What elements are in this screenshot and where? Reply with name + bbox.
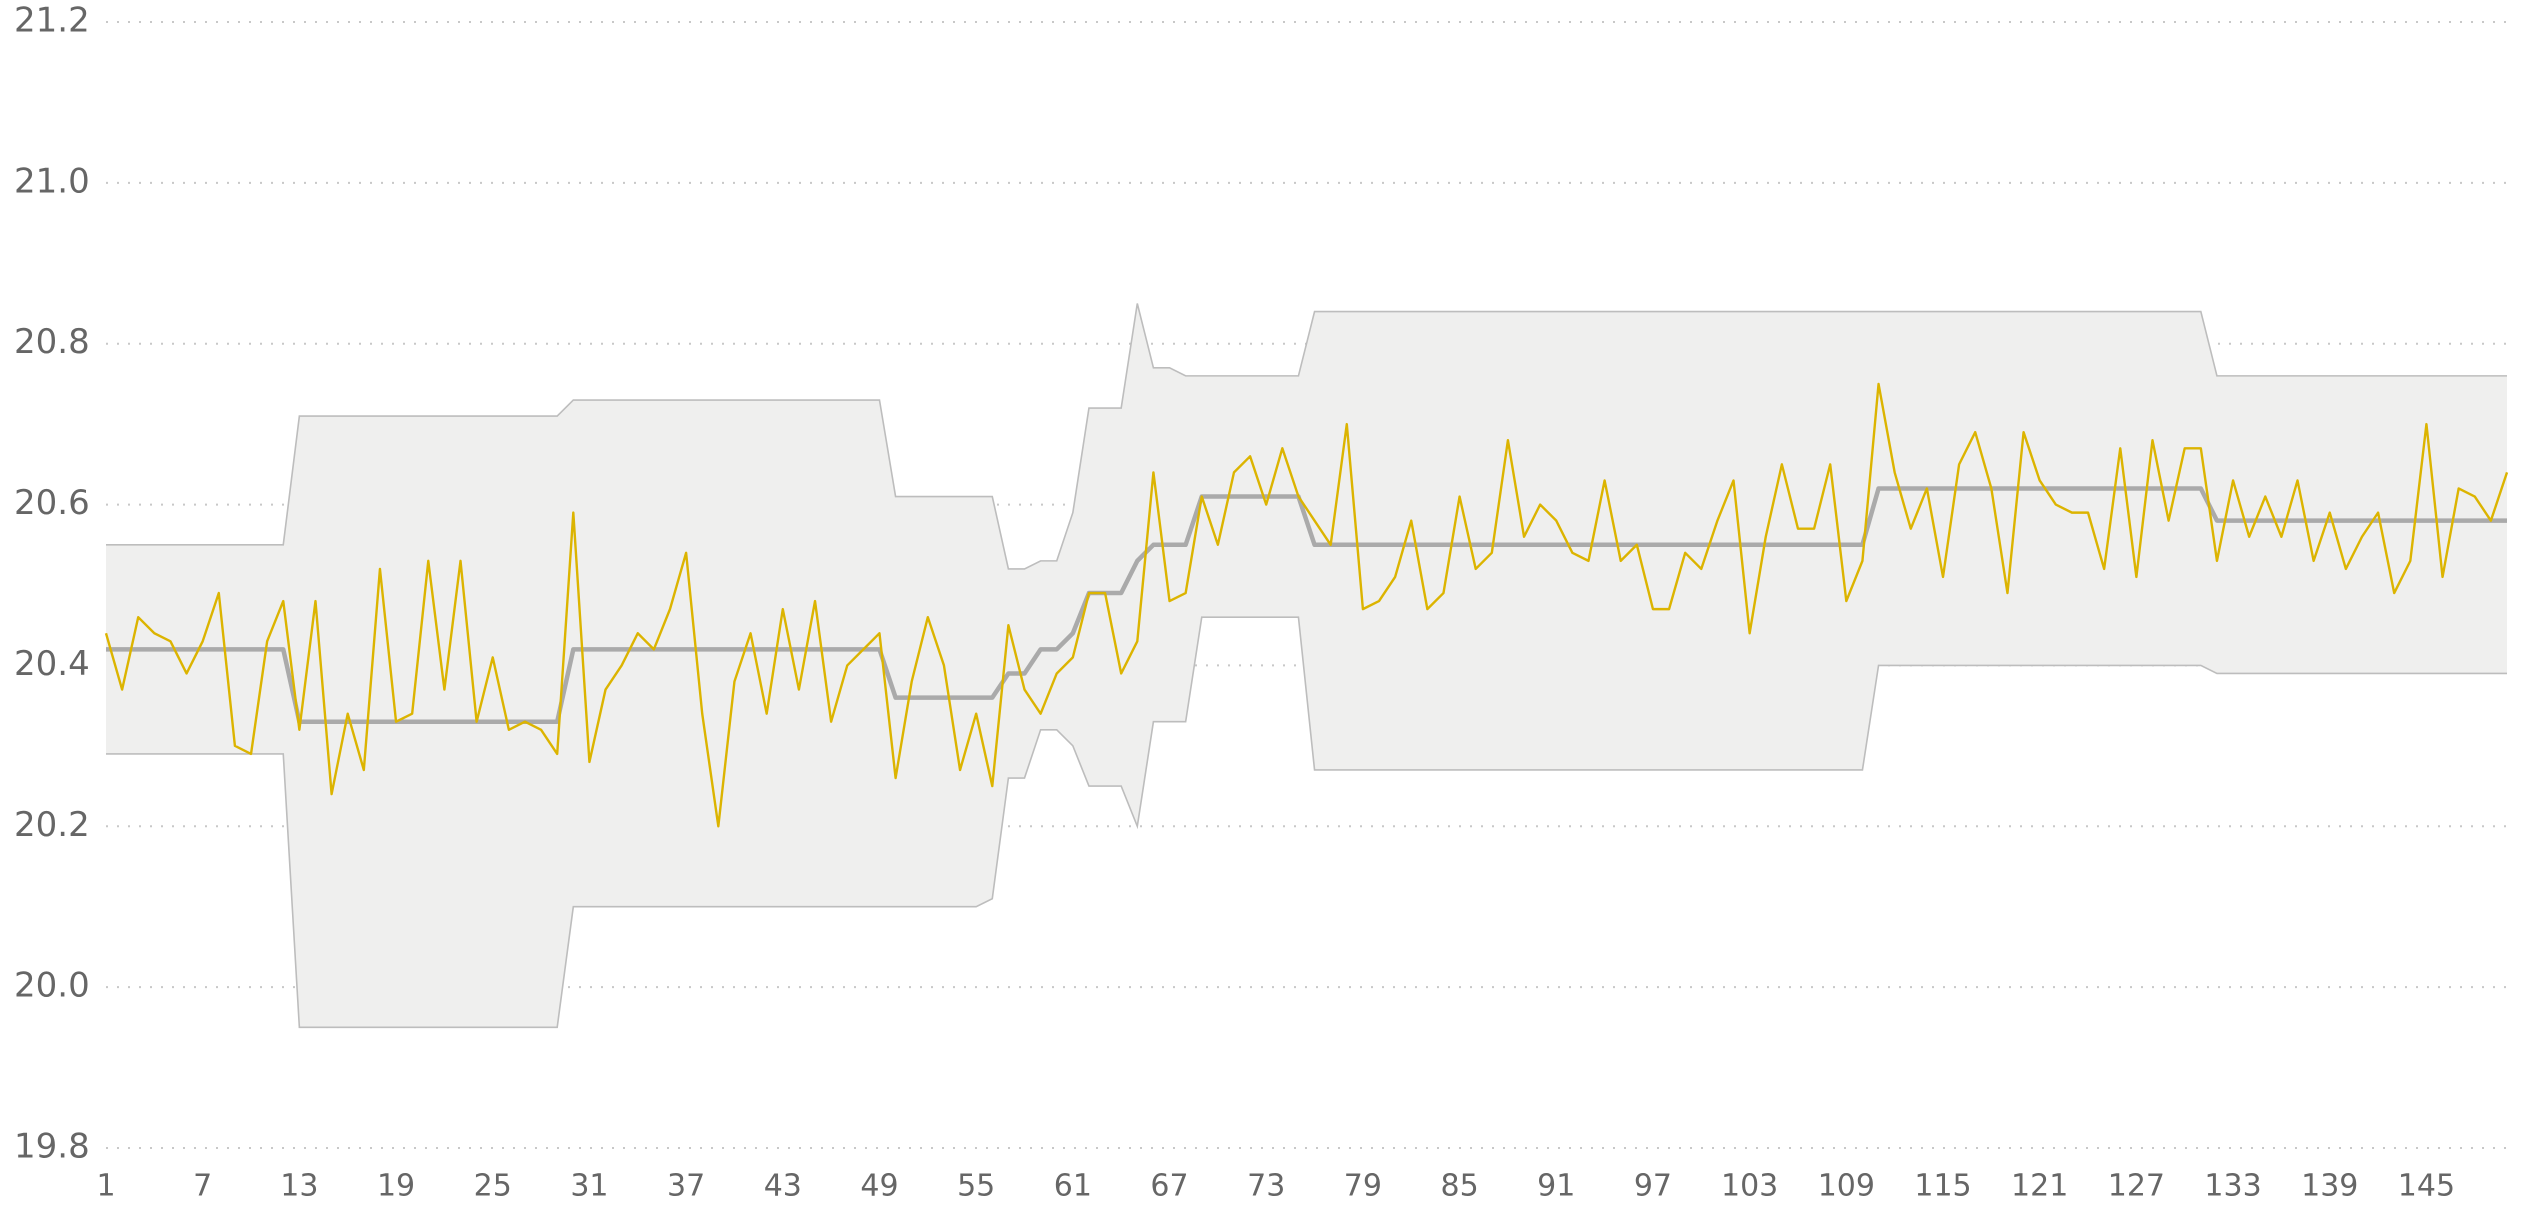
- x-tick-label: 31: [570, 1169, 608, 1204]
- x-tick-label: 73: [1247, 1169, 1285, 1204]
- x-tick-label: 127: [2108, 1169, 2165, 1204]
- y-tick-label: 21.0: [14, 161, 90, 201]
- x-tick-label: 19: [377, 1169, 415, 1204]
- x-tick-label: 109: [1818, 1169, 1875, 1204]
- x-tick-label: 103: [1721, 1169, 1778, 1204]
- x-tick-label: 79: [1344, 1169, 1382, 1204]
- y-tick-label: 20.0: [14, 966, 90, 1006]
- y-tick-label: 21.2: [14, 1, 90, 41]
- x-tick-label: 85: [1440, 1169, 1478, 1204]
- x-tick-label: 37: [667, 1169, 705, 1204]
- x-tick-label: 1: [96, 1169, 115, 1204]
- x-tick-label: 43: [764, 1169, 802, 1204]
- series-line: [104, 382, 2509, 828]
- y-tick-label: 20.4: [14, 644, 90, 684]
- x-tick-label: 133: [2204, 1169, 2261, 1204]
- x-tick-label: 7: [193, 1169, 212, 1204]
- x-tick-label: 49: [860, 1169, 898, 1204]
- x-tick-label: 145: [2398, 1169, 2455, 1204]
- x-tick-label: 61: [1054, 1169, 1092, 1204]
- x-tick-label: 91: [1537, 1169, 1575, 1204]
- y-tick-label: 19.8: [14, 1127, 90, 1167]
- x-tick-label: 67: [1150, 1169, 1188, 1204]
- y-tick-label: 20.6: [14, 483, 90, 523]
- x-tick-label: 115: [1914, 1169, 1971, 1204]
- x-tick-label: 25: [474, 1169, 512, 1204]
- y-tick-label: 20.8: [14, 322, 90, 362]
- x-tick-label: 139: [2301, 1169, 2358, 1204]
- y-tick-label: 20.2: [14, 805, 90, 845]
- x-tick-label: 97: [1634, 1169, 1672, 1204]
- band-area: [106, 303, 2507, 1028]
- band-upper-edge: [106, 303, 2507, 570]
- x-tick-label: 55: [957, 1169, 995, 1204]
- band-lower-edge: [106, 616, 2507, 1029]
- x-tick-label: 13: [280, 1169, 318, 1204]
- x-tick-label: 121: [2011, 1169, 2068, 1204]
